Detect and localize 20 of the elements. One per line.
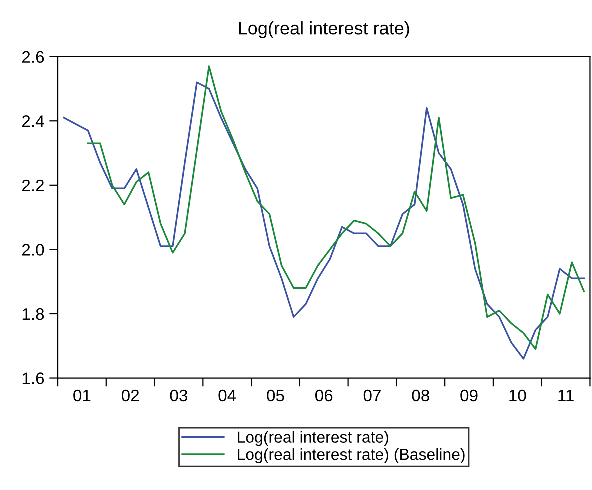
x-tick-label: 07	[364, 390, 381, 402]
y-tick-label: 1.8	[22, 308, 44, 320]
x-tick-label: 09	[460, 390, 478, 402]
y-tick-label: 2.2	[22, 180, 44, 192]
x-tick-label: 08	[412, 390, 430, 402]
x-tick-label: 10	[510, 390, 526, 402]
x-tick-label: 04	[218, 390, 236, 402]
y-tick-label: 1.6	[22, 372, 44, 384]
x-tick-label: 03	[170, 390, 188, 402]
y-tick-label: 2.6	[22, 51, 44, 64]
legend-label: Log(real interest rate)	[238, 431, 388, 446]
x-tick-label: 06	[316, 390, 333, 402]
legend-label: Log(real interest rate) (Baseline)	[238, 448, 465, 464]
y-tick-label: 2.0	[22, 244, 44, 256]
x-tick-label: 11	[558, 390, 574, 402]
x-tick-label: 05	[267, 390, 284, 402]
x-tick-label: 02	[122, 390, 140, 402]
y-tick-label: 2.4	[22, 116, 44, 128]
chart-title: Log(real interest rate)	[239, 22, 410, 38]
x-tick-label: 01	[74, 390, 91, 402]
